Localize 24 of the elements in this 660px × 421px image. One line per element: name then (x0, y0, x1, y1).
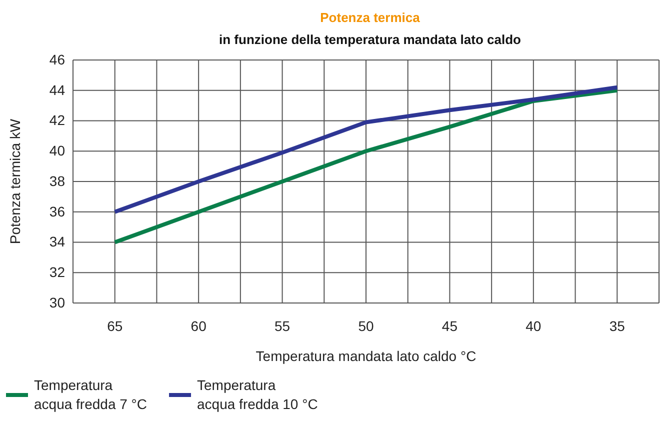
chart-subtitle: in funzione della temperatura mandata lato caldo (219, 32, 522, 47)
y-tick-label: 42 (49, 112, 66, 128)
x-tick-label: 45 (442, 318, 458, 334)
y-axis-title: Potenza termica kW (7, 118, 23, 244)
x-tick-label: 40 (526, 318, 542, 334)
x-tick-label: 50 (358, 318, 374, 334)
y-tick-label: 32 (49, 264, 66, 280)
line-series (112, 85, 620, 214)
legend-label: Temperatura acqua fredda 7 °C (34, 377, 148, 412)
y-tick-label: 34 (49, 234, 66, 250)
y-tick-label: 46 (49, 51, 66, 68)
x-tick-label: 55 (274, 318, 290, 334)
x-axis-title: Temperatura mandata lato caldo °C (256, 348, 476, 364)
x-tick-label: 60 (190, 318, 207, 334)
y-tick-label: 40 (49, 142, 66, 159)
legend-label: Temperatura acqua fredda 10 °C (197, 377, 318, 412)
y-tick-label: 36 (49, 203, 66, 220)
y-tick-label: 44 (49, 82, 66, 98)
y-tick-label: 30 (49, 294, 66, 310)
x-tick-label: 65 (107, 318, 123, 334)
y-tick-label: 38 (49, 172, 66, 189)
chart-title: Potenza termica (320, 10, 421, 25)
line-series (112, 88, 620, 244)
x-tick-label: 35 (609, 318, 626, 334)
